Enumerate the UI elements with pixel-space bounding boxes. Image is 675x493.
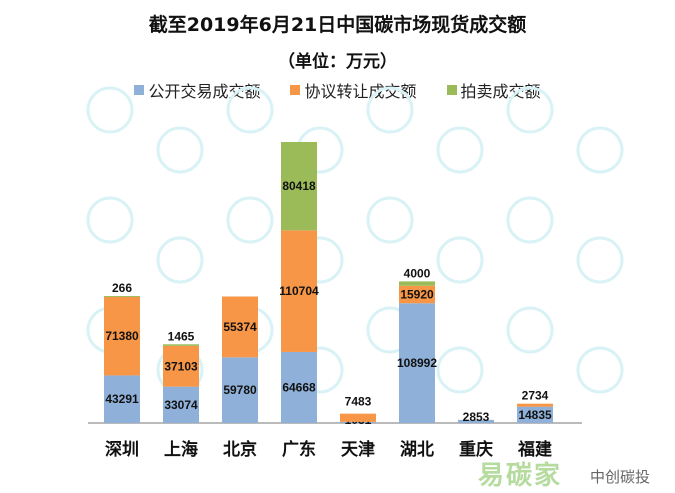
bar-segment — [340, 413, 376, 422]
bar-segment — [458, 419, 494, 423]
data-label: 59780 — [223, 383, 257, 397]
data-label: 2734 — [522, 389, 549, 403]
bar-segment — [281, 230, 317, 352]
legend-item-auction: 拍卖成交额 — [446, 78, 541, 102]
bar-segment — [222, 296, 258, 358]
bar-segment — [340, 421, 376, 423]
x-tick-label: 福建 — [517, 439, 552, 460]
data-label: 37103 — [164, 359, 198, 373]
legend-swatch — [290, 85, 301, 95]
bar-segment — [399, 285, 435, 304]
data-label: 64668 — [282, 380, 316, 394]
watermark-circle — [506, 306, 554, 354]
data-label: 33074 — [164, 398, 198, 412]
watermark-circle — [156, 126, 204, 174]
watermark-circle — [156, 236, 204, 284]
watermark-circle — [506, 196, 554, 244]
watermark-circle — [436, 126, 484, 174]
watermark-circle — [436, 236, 484, 284]
data-label: 2853 — [463, 410, 490, 424]
data-label: 14835 — [518, 408, 552, 422]
x-tick-label: 深圳 — [105, 439, 139, 460]
x-tick-label: 上海 — [164, 439, 198, 460]
bar-segment — [104, 297, 140, 376]
bar-segment — [517, 403, 553, 407]
data-label: 80418 — [282, 179, 316, 193]
watermark-circle — [366, 196, 414, 244]
bar-segment — [104, 375, 140, 423]
x-tick-label: 北京 — [223, 439, 257, 460]
data-label: 266 — [112, 281, 132, 295]
chart-title: 截至2019年6月21日中国碳市场现货成交额 — [148, 14, 527, 36]
bar-segment — [281, 142, 317, 231]
watermark-circle — [226, 86, 274, 134]
bar-segment — [517, 406, 553, 423]
data-label: 4000 — [404, 266, 431, 280]
watermark-circle — [366, 86, 414, 134]
data-label: 110704 — [279, 284, 319, 298]
chart-subtitle: （单位：万元） — [278, 52, 397, 72]
watermark-circle — [436, 346, 484, 394]
legend-label: 拍卖成交额 — [460, 82, 541, 101]
x-tick-label: 天津 — [341, 439, 375, 460]
bar-segment — [222, 357, 258, 423]
watermark-circle — [226, 196, 274, 244]
bar-segment — [399, 281, 435, 286]
data-label: 1465 — [168, 329, 195, 343]
x-tick-label: 重庆 — [459, 439, 493, 460]
watermark-circle — [576, 126, 624, 174]
data-label: 55374 — [223, 320, 257, 334]
bar-segment — [163, 386, 199, 423]
watermark-circle — [86, 86, 134, 134]
data-label: 7483 — [345, 395, 372, 409]
bar-segment — [281, 351, 317, 423]
watermark-circle — [576, 236, 624, 284]
watermark-circle — [86, 196, 134, 244]
legend-swatch — [446, 85, 457, 95]
data-label: 15920 — [400, 288, 434, 302]
bar-segment — [163, 344, 199, 346]
bar-segment — [399, 303, 435, 423]
watermark-circle — [506, 86, 554, 134]
watermark-logo: 易碳家 — [478, 461, 563, 491]
data-label: 108992 — [397, 356, 437, 370]
bar-segment — [163, 345, 199, 387]
data-label: 43291 — [105, 392, 139, 406]
watermark-brand: 中创碳投 — [590, 468, 651, 486]
watermark-circle — [576, 346, 624, 394]
data-label: 71380 — [105, 329, 139, 343]
x-tick-label: 广东 — [282, 439, 316, 460]
x-tick-label: 湖北 — [400, 440, 434, 460]
legend-swatch — [134, 85, 145, 95]
bar-segment — [104, 296, 140, 298]
